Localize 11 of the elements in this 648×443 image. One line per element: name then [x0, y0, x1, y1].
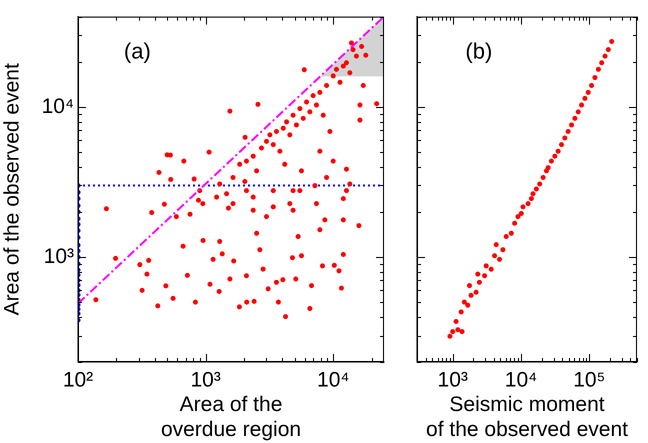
x-tick-label: 10³: [438, 368, 468, 392]
annotation: (a): [124, 38, 151, 64]
x-tick-label: 10⁵: [573, 368, 606, 392]
x-tick-label: 10⁴: [504, 368, 538, 392]
x-axis-title: Area of the overdue region: [160, 392, 302, 442]
x-axis-title: Seismic moment of the observed event: [426, 392, 628, 442]
x-tick-label: 10⁴: [317, 368, 350, 392]
x-tick-label: 10²: [62, 368, 94, 392]
annotation: (b): [465, 38, 492, 64]
y-axis-title: Area of the observed event: [0, 63, 24, 316]
x-tick-label: 10³: [190, 368, 221, 392]
